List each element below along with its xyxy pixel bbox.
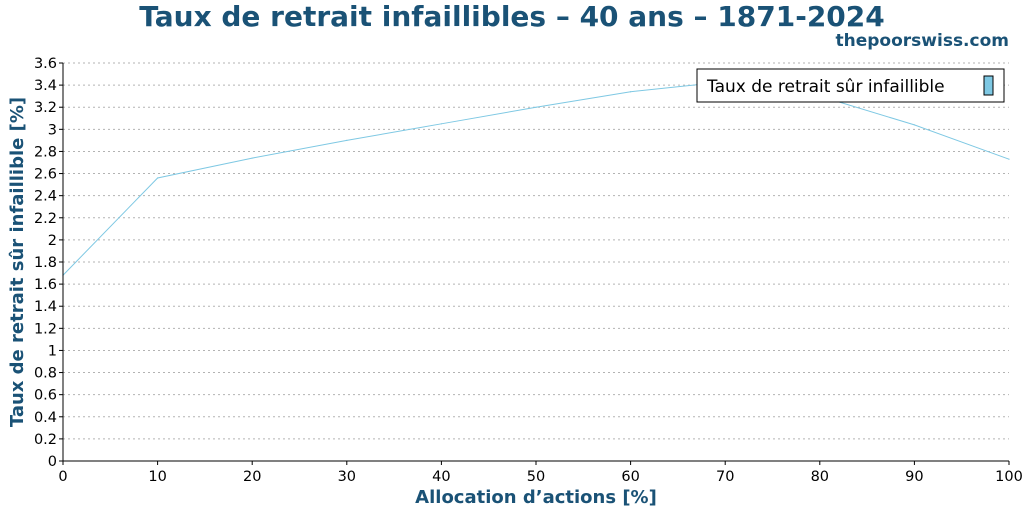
- x-tick-label: 60: [621, 469, 639, 485]
- legend-swatch: [983, 75, 994, 96]
- y-tick-label: 3.4: [34, 78, 57, 94]
- x-tick-labels: 0 10 20 30 40 50 60 70 80 90 100: [58, 469, 1022, 485]
- y-tick-label: 1.6: [34, 277, 57, 293]
- legend: Taux de retrait sûr infaillible: [696, 68, 1005, 103]
- data-point: [157, 177, 159, 179]
- data-point: [1008, 158, 1010, 160]
- y-tick-label: 1.4: [34, 299, 57, 315]
- site-brand: thepoorswiss.com: [836, 31, 1010, 51]
- y-tick-label: 2.6: [34, 167, 57, 183]
- y-tick-labels: 0 0.2 0.4 0.6 0.8 1 1.2 1.4 1.6 1.8 2 2.2 2.4 2.6 2.8 3…: [34, 56, 57, 470]
- x-tick-label: 80: [811, 469, 829, 485]
- x-tick-label: 10: [148, 469, 166, 485]
- x-tick-label: 90: [905, 469, 923, 485]
- data-point: [630, 91, 632, 93]
- y-tick-label: 1.8: [34, 255, 57, 271]
- grid-lines: [63, 62, 1009, 440]
- axes: [59, 62, 1010, 465]
- y-tick-label: 1.2: [34, 321, 57, 337]
- y-tick-label: 0.4: [34, 410, 57, 426]
- x-tick-label: 50: [527, 469, 545, 485]
- plot-area: [62, 81, 1010, 276]
- x-tick-label: 20: [243, 469, 261, 485]
- y-tick-label: 0.2: [34, 432, 57, 448]
- y-tick-label: 0.8: [34, 366, 57, 382]
- x-axis-label: Allocation d’actions [%]: [415, 487, 657, 508]
- x-tick-label: 100: [995, 469, 1023, 485]
- y-tick-label: 2: [48, 233, 57, 249]
- y-tick-label: 2.4: [34, 189, 57, 205]
- y-tick-label: 2.8: [34, 144, 57, 160]
- y-tick-label: 3.6: [34, 56, 57, 72]
- y-tick-label: 0.6: [34, 388, 57, 404]
- data-point: [913, 124, 916, 126]
- y-axis-label: Taux de retrait sûr infaillible [%]: [7, 97, 28, 427]
- legend-box: [696, 68, 1005, 103]
- y-tick-label: 2.2: [34, 211, 57, 227]
- data-point: [346, 139, 348, 141]
- legend-label: Taux de retrait sûr infaillible: [706, 77, 945, 97]
- x-tick-label: 30: [338, 469, 356, 485]
- series-line: [62, 81, 1010, 276]
- y-tick-label: 3: [48, 122, 57, 138]
- y-tick-label: 1: [48, 343, 57, 359]
- x-tick-label: 40: [432, 469, 450, 485]
- x-tick-label: 0: [58, 469, 67, 485]
- x-tick-label: 70: [716, 469, 734, 485]
- data-point: [535, 106, 537, 108]
- data-point: [440, 123, 442, 125]
- chart-title: Taux de retrait infaillibles – 40 ans – …: [139, 0, 885, 33]
- y-tick-label: 3.2: [34, 100, 57, 116]
- y-tick-label: 0: [48, 454, 57, 470]
- data-point: [251, 157, 253, 159]
